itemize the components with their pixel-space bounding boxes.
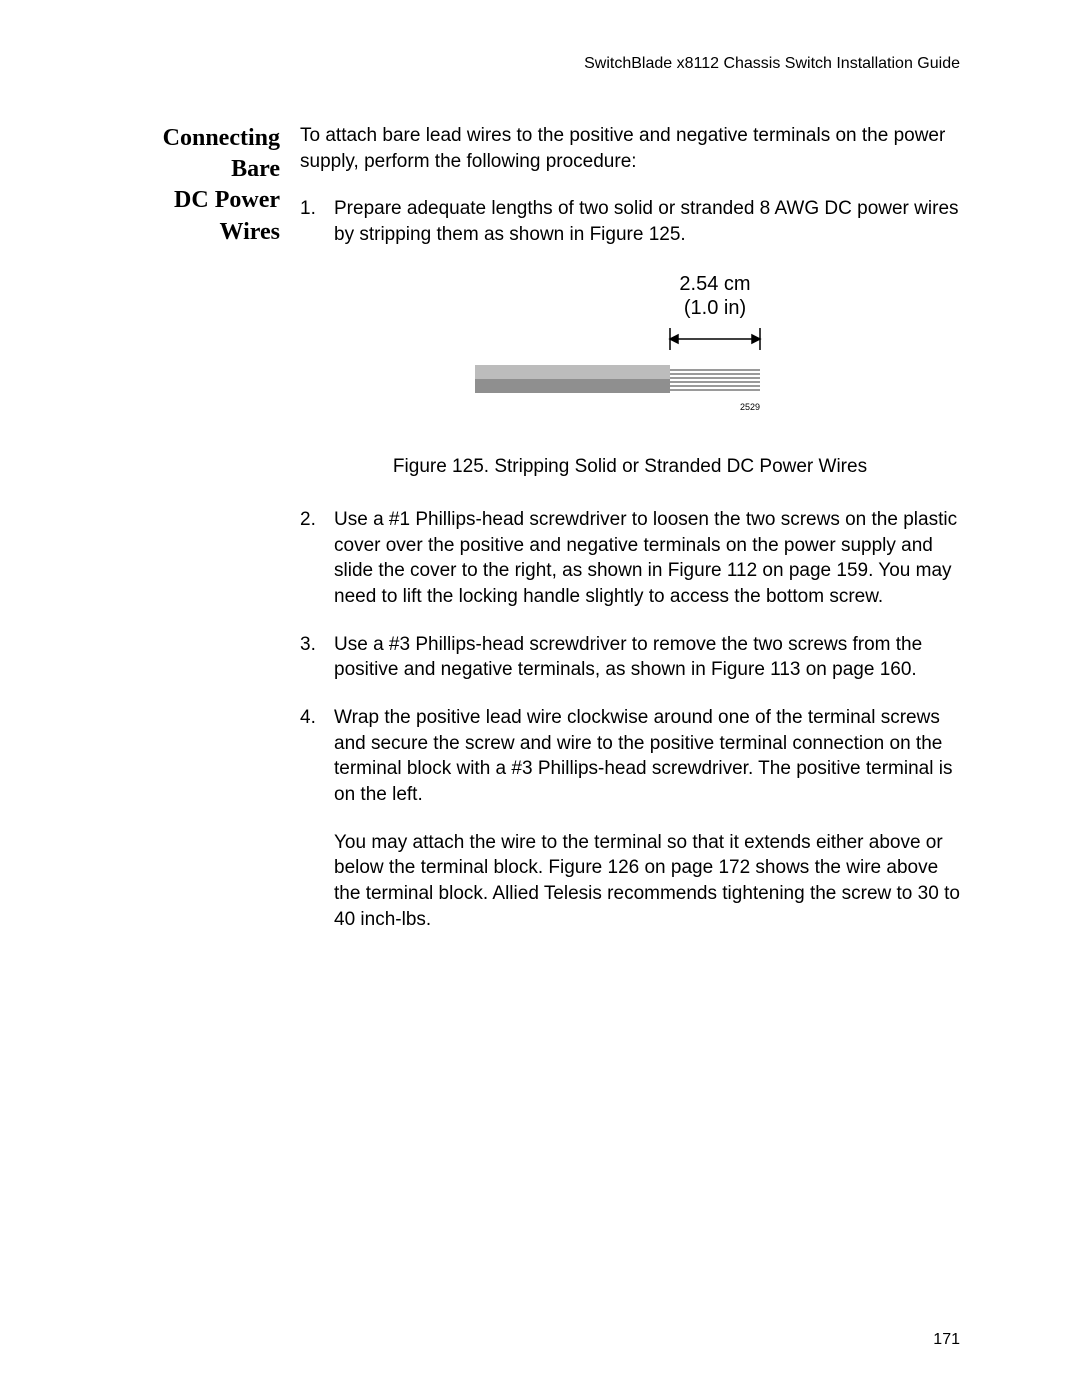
step-3-paragraph: Use a #3 Phillips-head screwdriver to re… [334,632,960,683]
wire-strands [670,370,760,390]
wire-insulation-top [475,365,670,379]
step-4-paragraph-2: You may attach the wire to the terminal … [334,830,960,933]
step-2: 2. Use a #1 Phillips-head screwdriver to… [300,507,960,610]
step-2-number: 2. [300,507,334,610]
step-1-paragraph: Prepare adequate lengths of two solid or… [334,196,960,247]
step-2-text: Use a #1 Phillips-head screwdriver to lo… [334,507,960,610]
step-4: 4. Wrap the positive lead wire clockwise… [300,705,960,932]
wire-stripping-diagram: 2.54 cm (1.0 in) [455,270,805,430]
page-number: 171 [933,1331,960,1349]
step-3-number: 3. [300,632,334,683]
dim-cm-text: 2.54 cm [679,273,750,295]
step-1-text: Prepare adequate lengths of two solid or… [334,196,960,247]
figure-ref-num: 2529 [740,402,760,412]
step-4-number: 4. [300,705,334,932]
step-1: 1. Prepare adequate lengths of two solid… [300,196,960,247]
page: SwitchBlade x8112 Chassis Switch Install… [0,0,1080,1397]
section-heading-line2: DC Power Wires [174,187,280,244]
running-head: SwitchBlade x8112 Chassis Switch Install… [120,55,960,73]
step-3-text: Use a #3 Phillips-head screwdriver to re… [334,632,960,683]
step-1-number: 1. [300,196,334,247]
step-4-paragraph-1: Wrap the positive lead wire clockwise ar… [334,705,960,808]
step-2-paragraph: Use a #1 Phillips-head screwdriver to lo… [334,507,960,610]
section-heading: Connecting Bare DC Power Wires [120,123,300,248]
wire-insulation-bot [475,379,670,393]
section-heading-line1: Connecting Bare [163,125,280,182]
step-3: 3. Use a #3 Phillips-head screwdriver to… [300,632,960,683]
dim-in-text: (1.0 in) [684,297,746,319]
figure-125: 2.54 cm (1.0 in) [300,270,960,480]
dimension-bar [670,328,760,350]
intro-paragraph: To attach bare lead wires to the positiv… [300,123,960,174]
figure-125-caption: Figure 125. Stripping Solid or Stranded … [300,454,960,480]
body-column: To attach bare lead wires to the positiv… [300,123,960,954]
content: Connecting Bare DC Power Wires To attach… [120,123,960,954]
step-4-text: Wrap the positive lead wire clockwise ar… [334,705,960,932]
